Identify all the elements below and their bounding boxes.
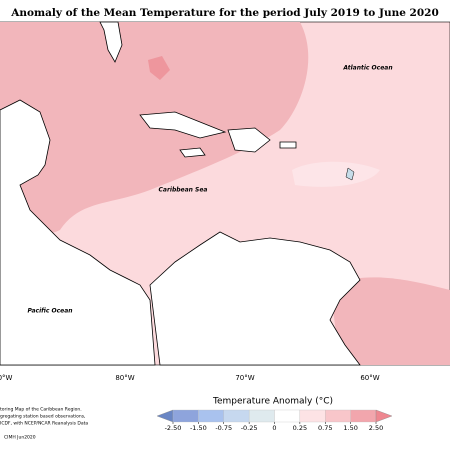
- colorbar-segment: [172, 409, 199, 423]
- central-america: [0, 99, 156, 366]
- footnote: ICDF, with NCEP/NCAR Reanalysis Data: [0, 421, 88, 427]
- colorbar-tick-label: -0.25: [241, 424, 258, 432]
- footnote: gregating station based observations,: [0, 414, 85, 420]
- colorbar-tick-label: 0.25: [293, 424, 307, 432]
- colorbar-segment: [274, 409, 301, 423]
- colorbar-tick-label: -0.75: [215, 424, 232, 432]
- sea-label: Caribbean Sea: [159, 187, 208, 194]
- colorbar-segment: [223, 409, 250, 423]
- colorbar-tick-label: 1.50: [343, 424, 357, 432]
- colorbar-segment: [299, 409, 326, 423]
- colorbar-title: Temperature Anomaly (°C): [212, 397, 333, 407]
- map-area: [0, 21, 450, 366]
- colorbar-segment: [350, 409, 377, 423]
- title: Anomaly of the Mean Temperature for the …: [10, 7, 439, 19]
- longitude-label: 60°W: [360, 374, 379, 382]
- ocean-label: Pacific Ocean: [27, 308, 72, 315]
- florida: [99, 21, 123, 63]
- warm-spot: [148, 56, 170, 80]
- warm-region: [330, 277, 450, 365]
- longitude-label: 0°W: [0, 374, 13, 382]
- colorbar-segment: [198, 409, 224, 423]
- colorbar-tick-label: -1.50: [190, 424, 207, 432]
- colorbar-segment: [325, 409, 351, 423]
- puerto-rico: [279, 141, 297, 149]
- colorbar-segment: [248, 409, 275, 423]
- colorbar-tick-label: 0: [272, 424, 276, 432]
- colorbar-tick-label: 0.75: [318, 424, 332, 432]
- warm-region: [0, 22, 309, 237]
- south-america: [149, 231, 361, 366]
- longitude-label: 70°W: [235, 374, 254, 382]
- cuba: [139, 111, 227, 139]
- footnote: toring Map of the Caribbean Region.: [0, 407, 82, 413]
- ocean-label: Atlantic Ocean: [342, 65, 392, 72]
- hispaniola: [227, 127, 271, 153]
- colorbar-extend: [375, 409, 393, 423]
- cool-region: [292, 161, 380, 187]
- credit: CIMH Jun2020: [4, 435, 36, 441]
- jamaica: [179, 147, 206, 158]
- colorbar-tick-label: 2.50: [369, 424, 383, 432]
- longitude-label: 80°W: [115, 374, 134, 382]
- colorbar-extend: [156, 409, 174, 423]
- cool-spot: [345, 167, 355, 181]
- colorbar-tick-label: -2.50: [165, 424, 182, 432]
